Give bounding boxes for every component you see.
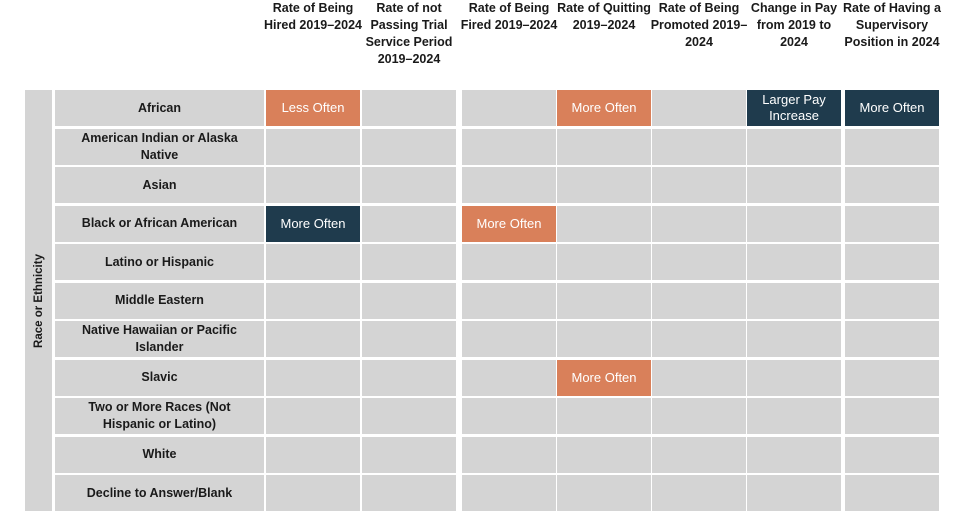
table-cell-r11-c2 [362,475,456,511]
row-label-8: Slavic [55,359,264,396]
column-header-7: Rate of Having a Supervisory Position in… [843,1,941,49]
table-cell-r11-c1 [266,475,360,511]
table-cell-r10-c1 [266,436,360,473]
table-cell-r4-c6 [747,205,841,242]
table-cell-r5-c7 [845,244,939,280]
table-cell-r3-c3 [462,167,556,203]
table-cell-r2-c3 [462,128,556,165]
table-cell-r9-c1 [266,398,360,434]
row-label-5: Latino or Hispanic [55,244,264,280]
column-header-3: Rate of Being Fired 2019–2024 [460,1,558,32]
column-header-2: Rate of not Passing Trial Service Period… [365,1,453,66]
table-cell-r5-c2 [362,244,456,280]
table-cell-r2-c5 [652,128,746,165]
table-cell-r2-c6 [747,128,841,165]
table-cell-r2-c2 [362,128,456,165]
table-cell-r9-c4 [557,398,651,434]
table-cell-r10-c5 [652,436,746,473]
row-label-11: Decline to Answer/Blank [55,475,264,511]
table-cell-r10-c7 [845,436,939,473]
table-cell-r8-c1 [266,359,360,396]
table-cell-r9-c6 [747,398,841,434]
table-cell-r10-c6 [747,436,841,473]
table-cell-r6-c1 [266,282,360,319]
table-cell-r4-c1: More Often [266,205,360,242]
table-cell-r8-c5 [652,359,746,396]
table-cell-r9-c5 [652,398,746,434]
row-axis-label: Race or Ethnicity [32,253,45,348]
table-cell-r7-c1 [266,321,360,357]
table-cell-r4-c5 [652,205,746,242]
table-cell-r8-c4: More Often [557,359,651,396]
table-cell-r11-c5 [652,475,746,511]
column-header-6: Change in Pay from 2019 to 2024 [750,1,838,49]
table-cell-r6-c3 [462,282,556,319]
table-cell-r1-c5 [652,90,746,126]
row-label-3: Asian [55,167,264,203]
table-cell-r4-c3: More Often [462,205,556,242]
row-axis-bar: Race or Ethnicity [25,90,52,511]
table-cell-r6-c7 [845,282,939,319]
table-cell-r11-c4 [557,475,651,511]
table-cell-r3-c2 [362,167,456,203]
column-header-1: Rate of Being Hired 2019–2024 [264,1,362,32]
row-label-4: Black or African American [55,205,264,242]
table-cell-r6-c4 [557,282,651,319]
table-cell-r1-c2 [362,90,456,126]
row-label-7: Native Hawaiian or Pacific Islander [55,321,264,357]
table-cell-r7-c7 [845,321,939,357]
table-cell-r8-c6 [747,359,841,396]
table-cell-r1-c1: Less Often [266,90,360,126]
table-cell-r9-c2 [362,398,456,434]
table-cell-r6-c2 [362,282,456,319]
column-header-5: Rate of Being Promoted 2019–2024 [650,1,748,49]
table-cell-r6-c5 [652,282,746,319]
table-cell-r7-c2 [362,321,456,357]
column-header-4: Rate of Quitting 2019–2024 [557,1,651,32]
table-cell-r1-c6: Larger Pay Increase [747,90,841,126]
table-cell-r5-c5 [652,244,746,280]
table-cell-r8-c2 [362,359,456,396]
row-label-10: White [55,436,264,473]
table-cell-r9-c7 [845,398,939,434]
table-cell-r9-c3 [462,398,556,434]
table-cell-r5-c3 [462,244,556,280]
table-cell-r3-c7 [845,167,939,203]
table-cell-r1-c4: More Often [557,90,651,126]
table-cell-r4-c7 [845,205,939,242]
table-cell-r4-c2 [362,205,456,242]
row-label-1: African [55,90,264,126]
table-cell-r7-c5 [652,321,746,357]
table-cell-r8-c3 [462,359,556,396]
table-cell-r6-c6 [747,282,841,319]
table-cell-r2-c1 [266,128,360,165]
table-cell-r1-c7: More Often [845,90,939,126]
table-cell-r11-c3 [462,475,556,511]
table-cell-r10-c4 [557,436,651,473]
table-cell-r3-c4 [557,167,651,203]
table-cell-r5-c6 [747,244,841,280]
row-label-2: American Indian or Alaska Native [55,128,264,165]
table-cell-r3-c5 [652,167,746,203]
table-cell-r10-c3 [462,436,556,473]
row-label-6: Middle Eastern [55,282,264,319]
table-cell-r3-c6 [747,167,841,203]
table-cell-r7-c4 [557,321,651,357]
table-cell-r1-c3 [462,90,556,126]
table-cell-r8-c7 [845,359,939,396]
table-cell-r10-c2 [362,436,456,473]
table-cell-r4-c4 [557,205,651,242]
table-cell-r7-c6 [747,321,841,357]
table-cell-r2-c4 [557,128,651,165]
table-cell-r11-c7 [845,475,939,511]
row-label-9: Two or More Races (Not Hispanic or Latin… [55,398,264,434]
table-cell-r11-c6 [747,475,841,511]
table-cell-r2-c7 [845,128,939,165]
table-cell-r5-c4 [557,244,651,280]
table-cell-r5-c1 [266,244,360,280]
table-cell-r7-c3 [462,321,556,357]
table-cell-r3-c1 [266,167,360,203]
